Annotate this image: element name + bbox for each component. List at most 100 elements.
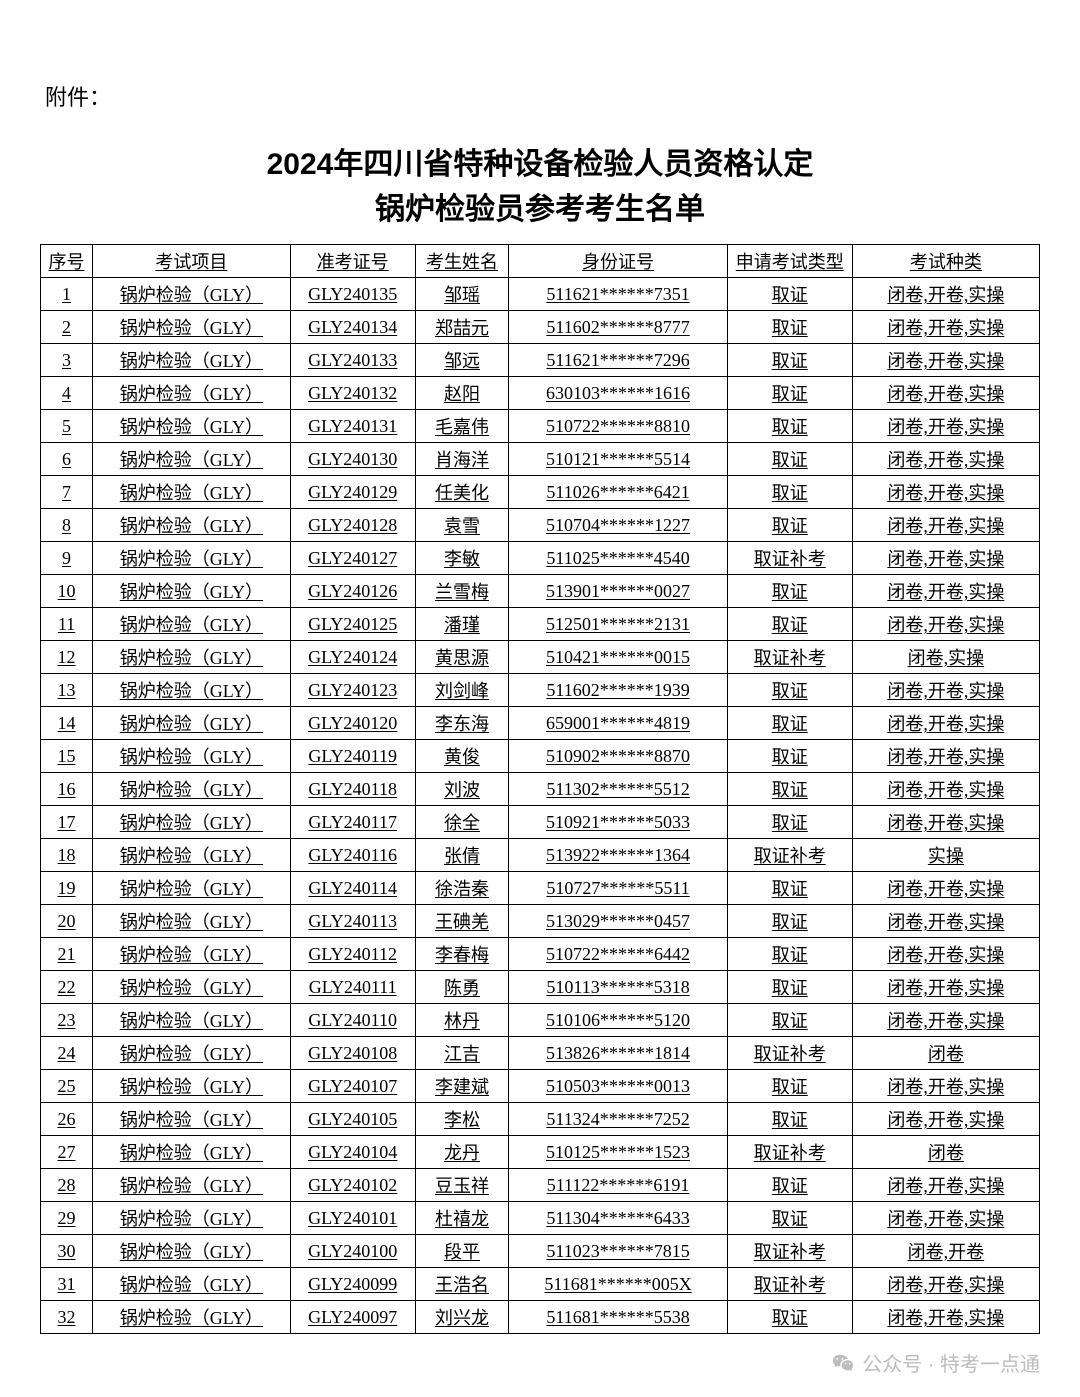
table-cell: 徐浩秦 — [415, 872, 509, 905]
table-cell: 潘瑾 — [415, 608, 509, 641]
table-row: 21锅炉检验（GLY）GLY240112李春梅510722******6442取… — [41, 938, 1040, 971]
table-row: 31锅炉检验（GLY）GLY240099王浩名511681******005X取… — [41, 1268, 1040, 1301]
table-cell: 17 — [41, 806, 93, 839]
table-row: 26锅炉检验（GLY）GLY240105李松511324******7252取证… — [41, 1103, 1040, 1136]
table-cell: 13 — [41, 674, 93, 707]
table-cell: GLY240130 — [290, 443, 415, 476]
table-cell: 赵阳 — [415, 377, 509, 410]
table-row: 14锅炉检验（GLY）GLY240120李东海659001******4819取… — [41, 707, 1040, 740]
table-cell: 513826******1814 — [509, 1037, 728, 1070]
table-cell: GLY240099 — [290, 1268, 415, 1301]
table-cell: 19 — [41, 872, 93, 905]
table-cell: 511621******7351 — [509, 278, 728, 311]
table-cell: 取证补考 — [727, 542, 852, 575]
table-cell: GLY240134 — [290, 311, 415, 344]
table-row: 2锅炉检验（GLY）GLY240134郑喆元511602******8777取证… — [41, 311, 1040, 344]
table-cell: 锅炉检验（GLY） — [93, 542, 291, 575]
table-cell: 取证 — [727, 377, 852, 410]
table-cell: 锅炉检验（GLY） — [93, 839, 291, 872]
table-cell: 511602******1939 — [509, 674, 728, 707]
table-cell: 锅炉检验（GLY） — [93, 1070, 291, 1103]
table-cell: GLY240135 — [290, 278, 415, 311]
table-cell: 锅炉检验（GLY） — [93, 641, 291, 674]
table-cell: 兰雪梅 — [415, 575, 509, 608]
table-cell: GLY240129 — [290, 476, 415, 509]
table-cell: GLY240128 — [290, 509, 415, 542]
table-row: 25锅炉检验（GLY）GLY240107李建斌510503******0013取… — [41, 1070, 1040, 1103]
table-cell: 29 — [41, 1202, 93, 1235]
table-cell: 闭卷,开卷,实操 — [852, 476, 1039, 509]
table-cell: 510106******5120 — [509, 1004, 728, 1037]
table-cell: 闭卷,开卷,实操 — [852, 971, 1039, 1004]
table-cell: 王浩名 — [415, 1268, 509, 1301]
table-row: 29锅炉检验（GLY）GLY240101杜禧龙511304******6433取… — [41, 1202, 1040, 1235]
table-cell: 取证 — [727, 1169, 852, 1202]
table-cell: 闭卷,开卷,实操 — [852, 806, 1039, 839]
table-cell: 511026******6421 — [509, 476, 728, 509]
table-cell: GLY240100 — [290, 1235, 415, 1268]
table-cell: 锅炉检验（GLY） — [93, 608, 291, 641]
table-cell: GLY240112 — [290, 938, 415, 971]
table-cell: 江吉 — [415, 1037, 509, 1070]
table-cell: GLY240118 — [290, 773, 415, 806]
table-cell: 闭卷,开卷,实操 — [852, 1268, 1039, 1301]
table-cell: GLY240101 — [290, 1202, 415, 1235]
table-cell: 512501******2131 — [509, 608, 728, 641]
table-row: 9锅炉检验（GLY）GLY240127李敏511025******4540取证补… — [41, 542, 1040, 575]
table-cell: 15 — [41, 740, 93, 773]
table-cell: 510121******5514 — [509, 443, 728, 476]
table-cell: 26 — [41, 1103, 93, 1136]
table-cell: 锅炉检验（GLY） — [93, 410, 291, 443]
wechat-icon — [832, 1352, 854, 1374]
table-cell: 闭卷,开卷,实操 — [852, 1301, 1039, 1334]
table-cell: GLY240126 — [290, 575, 415, 608]
table-cell: 闭卷,开卷,实操 — [852, 872, 1039, 905]
table-cell: 513901******0027 — [509, 575, 728, 608]
table-cell: 豆玉祥 — [415, 1169, 509, 1202]
table-cell: 12 — [41, 641, 93, 674]
table-cell: 510727******5511 — [509, 872, 728, 905]
table-row: 17锅炉检验（GLY）GLY240117徐全510921******5033取证… — [41, 806, 1040, 839]
table-cell: 袁雪 — [415, 509, 509, 542]
table-cell: 6 — [41, 443, 93, 476]
table-cell: 张倩 — [415, 839, 509, 872]
table-cell: 段平 — [415, 1235, 509, 1268]
table-cell: 取证 — [727, 740, 852, 773]
table-cell: 510503******0013 — [509, 1070, 728, 1103]
col-header-examtype: 考试种类 — [852, 245, 1039, 278]
table-cell: 取证 — [727, 1103, 852, 1136]
table-cell: GLY240119 — [290, 740, 415, 773]
table-cell: 27 — [41, 1136, 93, 1169]
table-row: 1锅炉检验（GLY）GLY240135邹瑶511621******7351取证闭… — [41, 278, 1040, 311]
table-cell: 锅炉检验（GLY） — [93, 1268, 291, 1301]
table-cell: 邹远 — [415, 344, 509, 377]
table-cell: 闭卷,开卷,实操 — [852, 773, 1039, 806]
table-cell: 510722******6442 — [509, 938, 728, 971]
table-cell: 4 — [41, 377, 93, 410]
table-cell: 取证补考 — [727, 839, 852, 872]
table-row: 20锅炉检验（GLY）GLY240113王碘羌513029******0457取… — [41, 905, 1040, 938]
table-cell: 取证补考 — [727, 1037, 852, 1070]
table-cell: 511681******005X — [509, 1268, 728, 1301]
table-cell: GLY240111 — [290, 971, 415, 1004]
table-cell: GLY240133 — [290, 344, 415, 377]
table-row: 10锅炉检验（GLY）GLY240126兰雪梅513901******0027取… — [41, 575, 1040, 608]
table-cell: GLY240104 — [290, 1136, 415, 1169]
table-cell: GLY240132 — [290, 377, 415, 410]
examinee-table: 序号 考试项目 准考证号 考生姓名 身份证号 申请考试类型 考试种类 1锅炉检验… — [40, 244, 1040, 1334]
table-cell: 锅炉检验（GLY） — [93, 311, 291, 344]
table-cell: 5 — [41, 410, 93, 443]
table-cell: 8 — [41, 509, 93, 542]
table-cell: 21 — [41, 938, 93, 971]
table-cell: 511602******8777 — [509, 311, 728, 344]
table-cell: GLY240114 — [290, 872, 415, 905]
table-cell: 杜禧龙 — [415, 1202, 509, 1235]
table-cell: 闭卷,开卷,实操 — [852, 278, 1039, 311]
table-cell: 513029******0457 — [509, 905, 728, 938]
table-cell: 510113******5318 — [509, 971, 728, 1004]
table-cell: 李春梅 — [415, 938, 509, 971]
table-header-row: 序号 考试项目 准考证号 考生姓名 身份证号 申请考试类型 考试种类 — [41, 245, 1040, 278]
table-cell: GLY240102 — [290, 1169, 415, 1202]
table-cell: 闭卷,开卷,实操 — [852, 1169, 1039, 1202]
table-row: 27锅炉检验（GLY）GLY240104龙丹510125******1523取证… — [41, 1136, 1040, 1169]
